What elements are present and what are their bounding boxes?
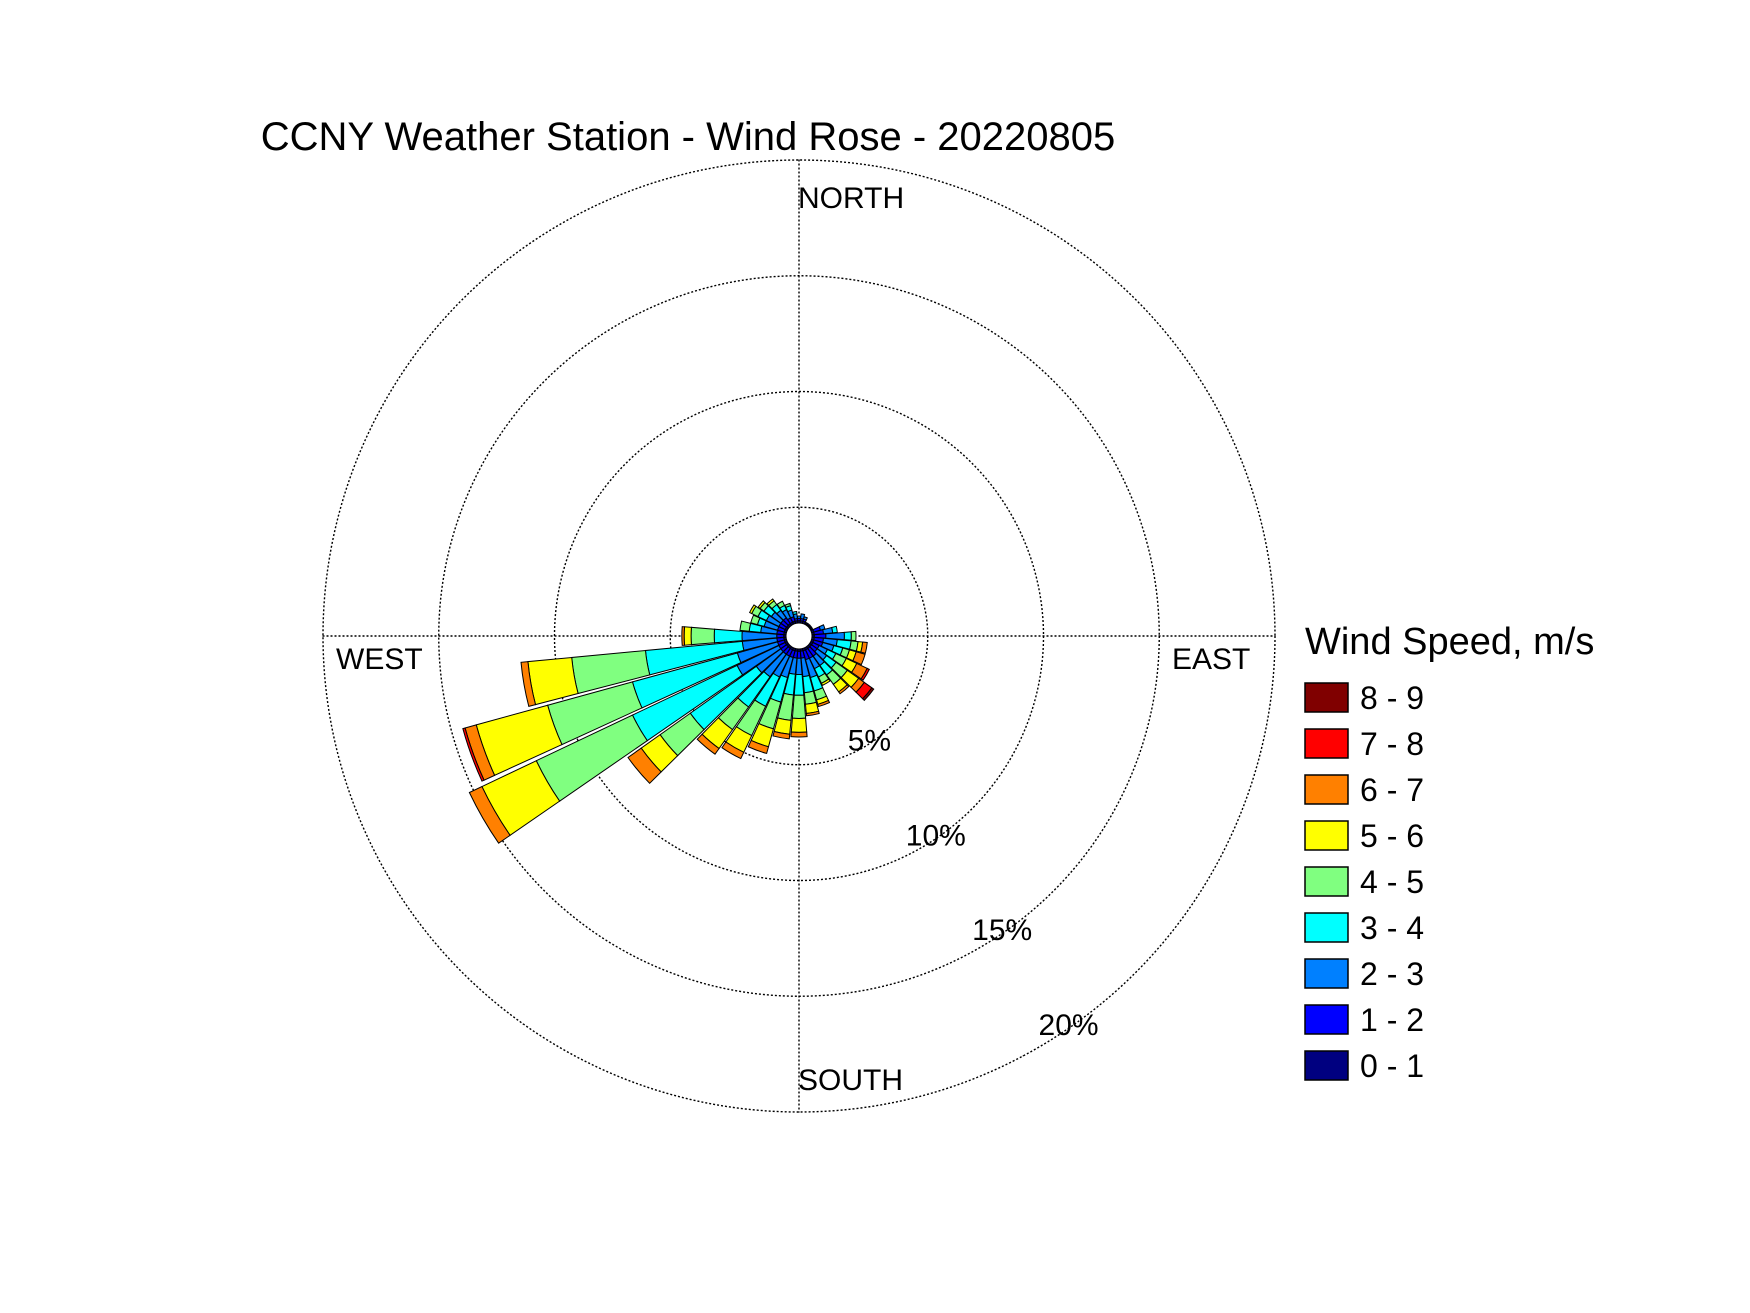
petal-230-bin-6 <box>627 747 662 785</box>
petal-200 <box>747 647 797 755</box>
petal-200-bin-6 <box>747 739 770 755</box>
petal-90 <box>811 630 857 642</box>
direction-label-north: NORTH <box>798 182 904 215</box>
legend-swatch-6 <box>1304 958 1349 989</box>
petal-110 <box>810 638 866 666</box>
petal-140-bin-6 <box>838 684 850 695</box>
petal-250-bin-7 <box>462 727 485 782</box>
petal-0-bin-2 <box>796 615 802 619</box>
legend-swatch-1 <box>1304 728 1349 759</box>
petal-220-bin-6 <box>696 733 720 755</box>
legend-swatch-3 <box>1304 820 1349 851</box>
radial-tick-label-20: 20% <box>1039 1009 1099 1042</box>
petal-260 <box>520 636 788 707</box>
legend-items: 8 - 9 7 - 8 6 - 7 5 - 6 4 - 5 3 - 4 2 - 3 1 - 2… <box>1304 680 1424 1084</box>
petal-220 <box>696 644 793 755</box>
petal-340-bin-4 <box>784 602 792 609</box>
petal-310 <box>757 600 791 630</box>
legend: Wind Speed, m/s 8 - 9 7 - 8 6 - 7 5 - 6 4 - … <box>1304 621 1594 1084</box>
legend-label-0: 8 - 9 <box>1360 680 1424 716</box>
petal-170 <box>799 647 820 717</box>
radial-tick-label-10: 10% <box>906 819 966 852</box>
petal-320-bin-5 <box>766 598 775 607</box>
legend-label-1: 7 - 8 <box>1360 726 1424 762</box>
legend-swatch-2 <box>1304 774 1349 805</box>
legend-label-7: 1 - 2 <box>1360 1002 1424 1038</box>
petal-100-bin-6 <box>860 641 868 654</box>
petal-270 <box>681 626 787 646</box>
petal-210 <box>721 646 795 760</box>
legend-swatch-0 <box>1304 682 1349 713</box>
chart-title: CCNY Weather Station - Wind Rose - 20220… <box>261 115 1116 159</box>
petal-120 <box>809 640 870 681</box>
direction-label-east: EAST <box>1172 643 1250 676</box>
direction-label-west: WEST <box>336 643 423 676</box>
petal-80 <box>810 625 838 636</box>
petal-160 <box>801 647 831 708</box>
petal-170-bin-6 <box>805 710 820 717</box>
petal-250 <box>462 638 788 782</box>
legend-label-8: 0 - 1 <box>1360 1048 1424 1084</box>
legend-label-4: 4 - 5 <box>1360 864 1424 900</box>
petal-120-bin-7 <box>860 667 870 681</box>
petal-210-bin-6 <box>721 741 745 760</box>
calm-center-circle <box>785 622 813 650</box>
legend-swatch-7 <box>1304 1004 1349 1035</box>
petal-110-bin-6 <box>852 651 866 666</box>
petal-270-bin-3 <box>713 628 743 644</box>
petal-180-bin-3 <box>793 673 805 696</box>
petal-240-bin-6 <box>468 785 511 844</box>
petal-280-bin-4 <box>739 620 752 632</box>
petal-80-bin-3 <box>831 625 838 634</box>
legend-label-5: 3 - 4 <box>1360 910 1424 946</box>
petal-290 <box>750 614 788 634</box>
petal-20-bin-2 <box>803 616 808 621</box>
direction-label-south: SOUTH <box>798 1064 903 1097</box>
petal-70 <box>810 624 826 634</box>
petal-260-bin-5 <box>527 656 579 706</box>
radial-tick-labels: 5% 10% 15% 20% <box>848 725 1099 1042</box>
legend-label-3: 5 - 6 <box>1360 818 1424 854</box>
petal-270-bin-6 <box>681 626 686 646</box>
wind-petals <box>462 598 875 844</box>
petal-100 <box>810 636 868 654</box>
radial-tick-label-15: 15% <box>972 914 1032 947</box>
petal-270-bin-5 <box>683 626 692 646</box>
petal-300-bin-5 <box>748 604 757 615</box>
legend-swatch-5 <box>1304 912 1349 943</box>
petal-130-bin-8 <box>861 687 875 702</box>
petal-190-bin-6 <box>772 730 791 740</box>
petal-260-bin-6 <box>520 661 537 707</box>
legend-title: Wind Speed, m/s <box>1305 621 1594 663</box>
petal-90-bin-3 <box>843 631 852 641</box>
petal-160-bin-6 <box>817 699 831 708</box>
petal-350-bin-3 <box>792 610 798 616</box>
petal-290-bin-4 <box>750 614 761 626</box>
petal-330-bin-4 <box>776 600 786 609</box>
petal-150 <box>803 646 831 687</box>
petal-180-bin-4 <box>791 694 807 719</box>
legend-swatch-4 <box>1304 866 1349 897</box>
petal-310-bin-5 <box>757 600 766 610</box>
petal-150-bin-5 <box>820 678 831 687</box>
petal-180 <box>790 648 808 738</box>
petal-230 <box>627 642 791 785</box>
radial-tick-label-5: 5% <box>848 725 891 758</box>
petal-130 <box>807 642 875 702</box>
petal-270-bin-4 <box>690 626 716 646</box>
petal-90-bin-4 <box>850 630 857 642</box>
petal-240 <box>468 640 789 844</box>
petal-180-bin-5 <box>790 717 808 733</box>
legend-label-6: 2 - 3 <box>1360 956 1424 992</box>
legend-swatch-8 <box>1304 1050 1349 1081</box>
petal-180-bin-6 <box>790 731 808 738</box>
legend-label-2: 6 - 7 <box>1360 772 1424 808</box>
